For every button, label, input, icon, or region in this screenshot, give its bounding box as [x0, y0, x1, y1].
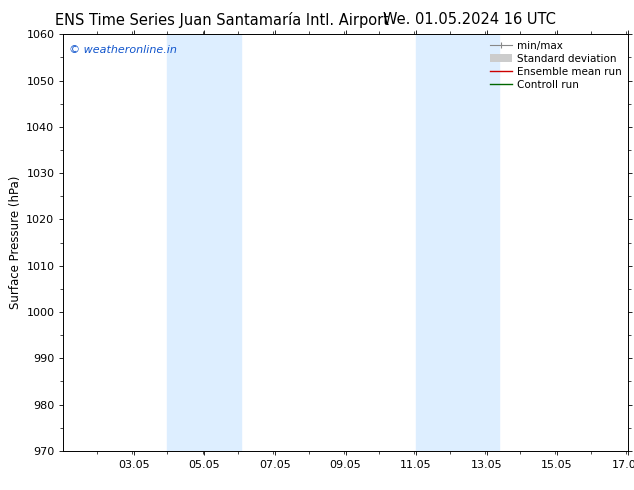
Text: ENS Time Series Juan Santamaría Intl. Airport: ENS Time Series Juan Santamaría Intl. Ai…: [55, 12, 389, 28]
Bar: [204, 34, 242, 451]
Y-axis label: Surface Pressure (hPa): Surface Pressure (hPa): [9, 176, 22, 309]
Text: © weatheronline.in: © weatheronline.in: [69, 45, 177, 55]
Legend: min/max, Standard deviation, Ensemble mean run, Controll run: min/max, Standard deviation, Ensemble me…: [486, 36, 626, 94]
Bar: [167, 34, 204, 451]
Bar: [416, 34, 451, 451]
Text: We. 01.05.2024 16 UTC: We. 01.05.2024 16 UTC: [383, 12, 555, 27]
Bar: [451, 34, 499, 451]
